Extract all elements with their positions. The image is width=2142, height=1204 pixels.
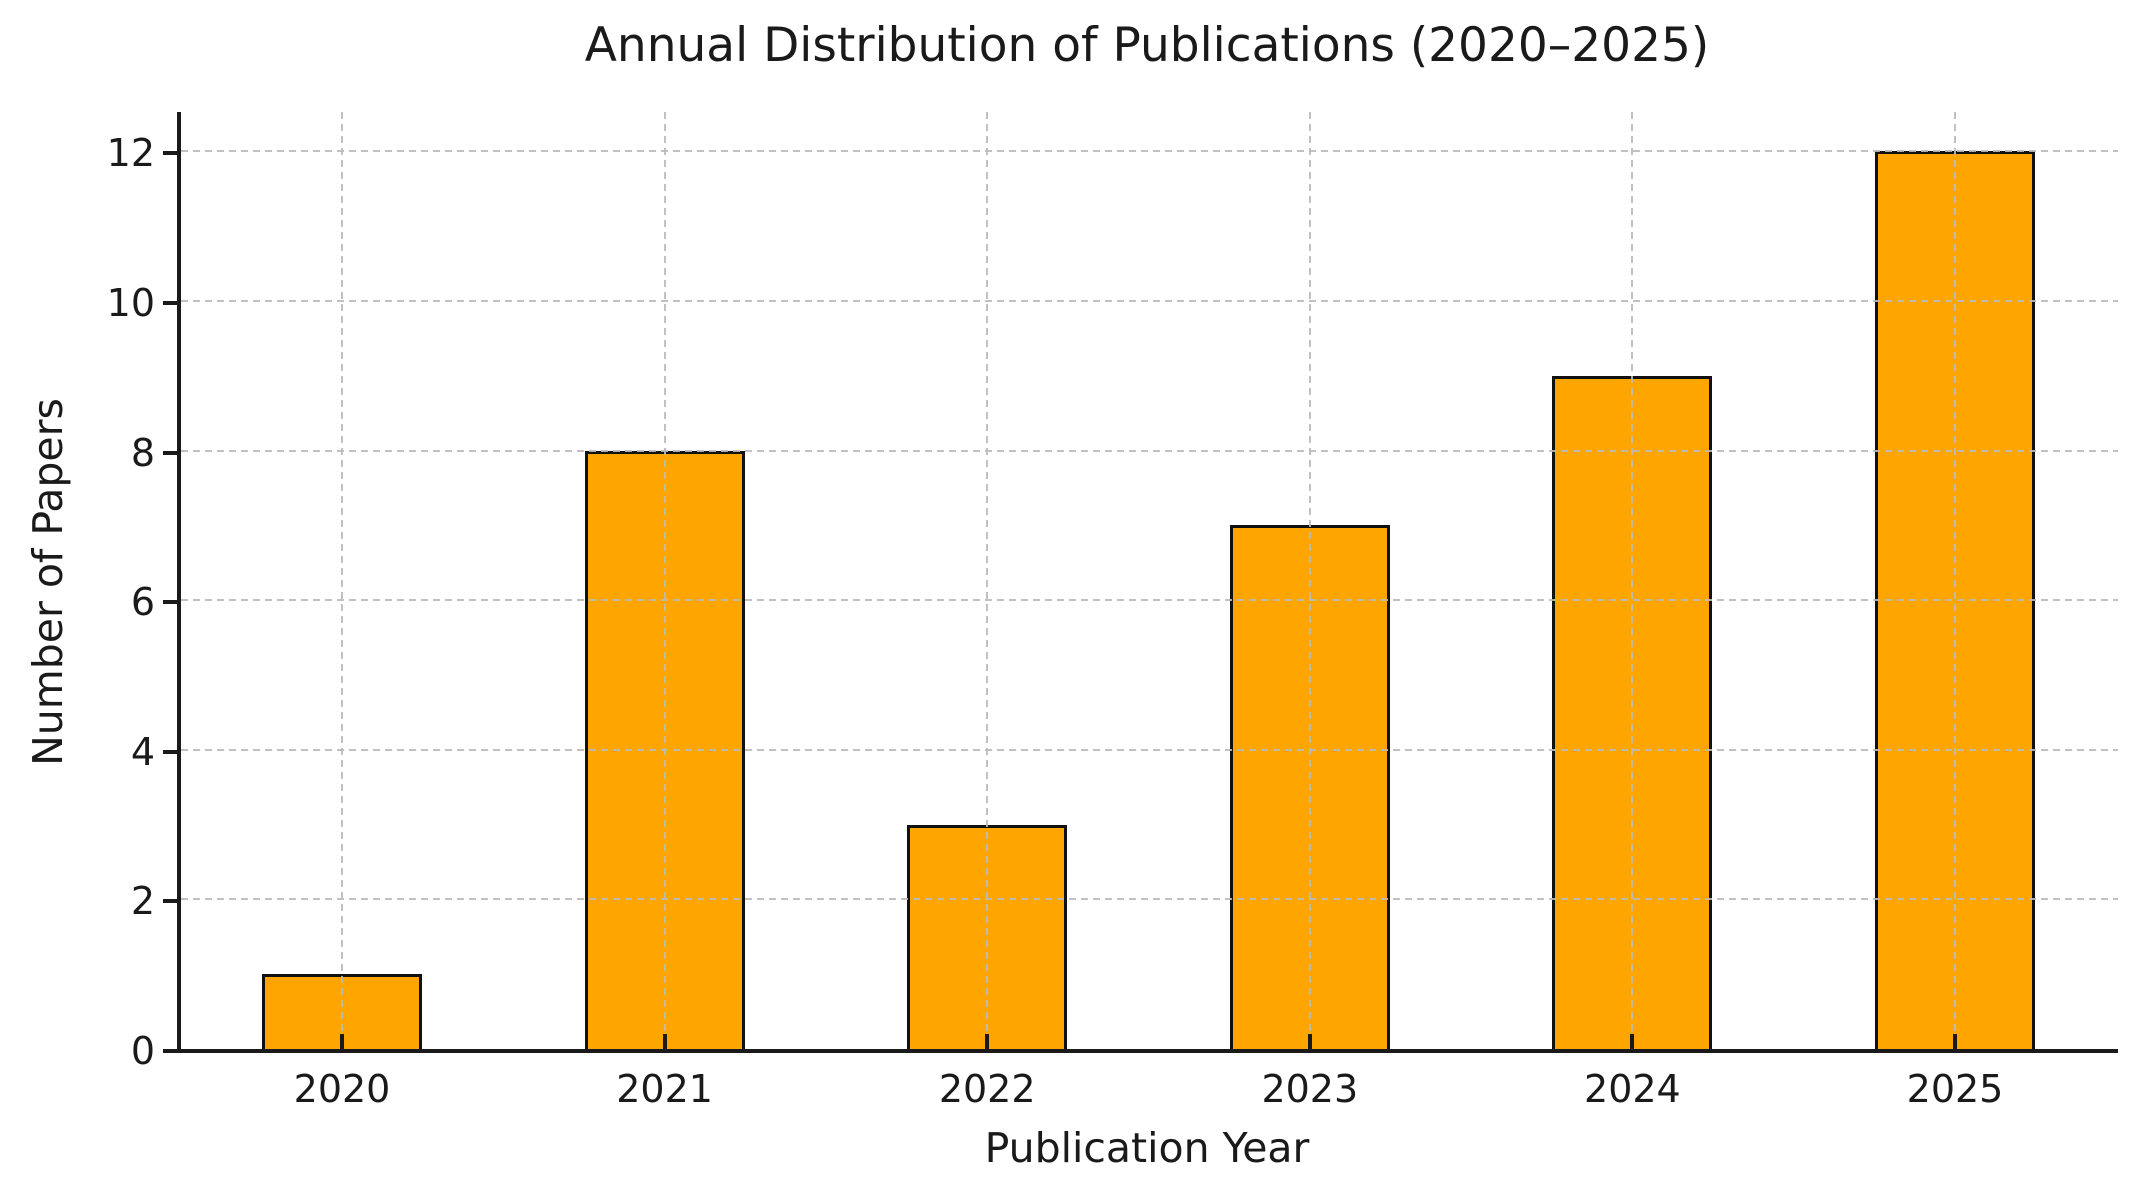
x-tick-2022	[985, 1034, 990, 1049]
x-tick-label-2024: 2024	[1584, 1067, 1681, 1111]
y-tick-label-8: 8	[130, 430, 155, 475]
gridline-x-2021	[663, 112, 666, 1049]
gridline-x-2020	[341, 112, 343, 1049]
x-tick-label-2020: 2020	[293, 1067, 391, 1111]
gridline-y-10	[181, 300, 2118, 302]
y-tick-2	[163, 899, 177, 904]
y-tick-label-12: 12	[106, 131, 155, 176]
x-ticks-layer	[181, 112, 2118, 1049]
gridline-x-2023	[1308, 112, 1311, 1049]
gridline-x-2025	[1954, 112, 1956, 1049]
gridline-y-8	[181, 449, 2118, 452]
y-tick-10	[163, 301, 177, 305]
x-tick-2020	[340, 1034, 344, 1049]
y-tick-label-2: 2	[130, 879, 155, 924]
y-tick-label-6: 6	[130, 580, 155, 625]
plot-area	[177, 112, 2118, 1053]
gridline-x-2022	[986, 112, 989, 1049]
y-tick-4	[163, 749, 177, 754]
gridline-y-6	[181, 599, 2118, 602]
x-tick-label-2023: 2023	[1261, 1067, 1359, 1111]
x-axis-label: Publication Year	[984, 1124, 1310, 1172]
gridline-y-12	[181, 150, 2118, 153]
y-tick-label-10: 10	[106, 281, 155, 325]
x-tick-label-2022: 2022	[938, 1067, 1036, 1111]
y-tick-0	[163, 1049, 177, 1053]
y-tick-8	[163, 450, 177, 455]
x-tick-label-2021: 2021	[616, 1067, 713, 1111]
y-tick-6	[163, 600, 177, 605]
y-tick-label-0: 0	[130, 1029, 155, 1073]
gridline-x-2024	[1631, 112, 1634, 1049]
gridline-y-2	[181, 898, 2118, 901]
y-tick-label-4: 4	[130, 729, 155, 774]
x-tick-2023	[1307, 1034, 1312, 1049]
gridline-y-4	[181, 748, 2118, 751]
x-tick-2021	[662, 1034, 667, 1049]
x-tick-label-2025: 2025	[1906, 1067, 2004, 1111]
chart-title: Annual Distribution of Publications (202…	[584, 18, 1710, 73]
x-tick-2024	[1630, 1034, 1635, 1049]
grid-layer	[181, 112, 2118, 1049]
x-tick-2025	[1953, 1034, 1957, 1049]
y-tick-12	[163, 151, 177, 156]
